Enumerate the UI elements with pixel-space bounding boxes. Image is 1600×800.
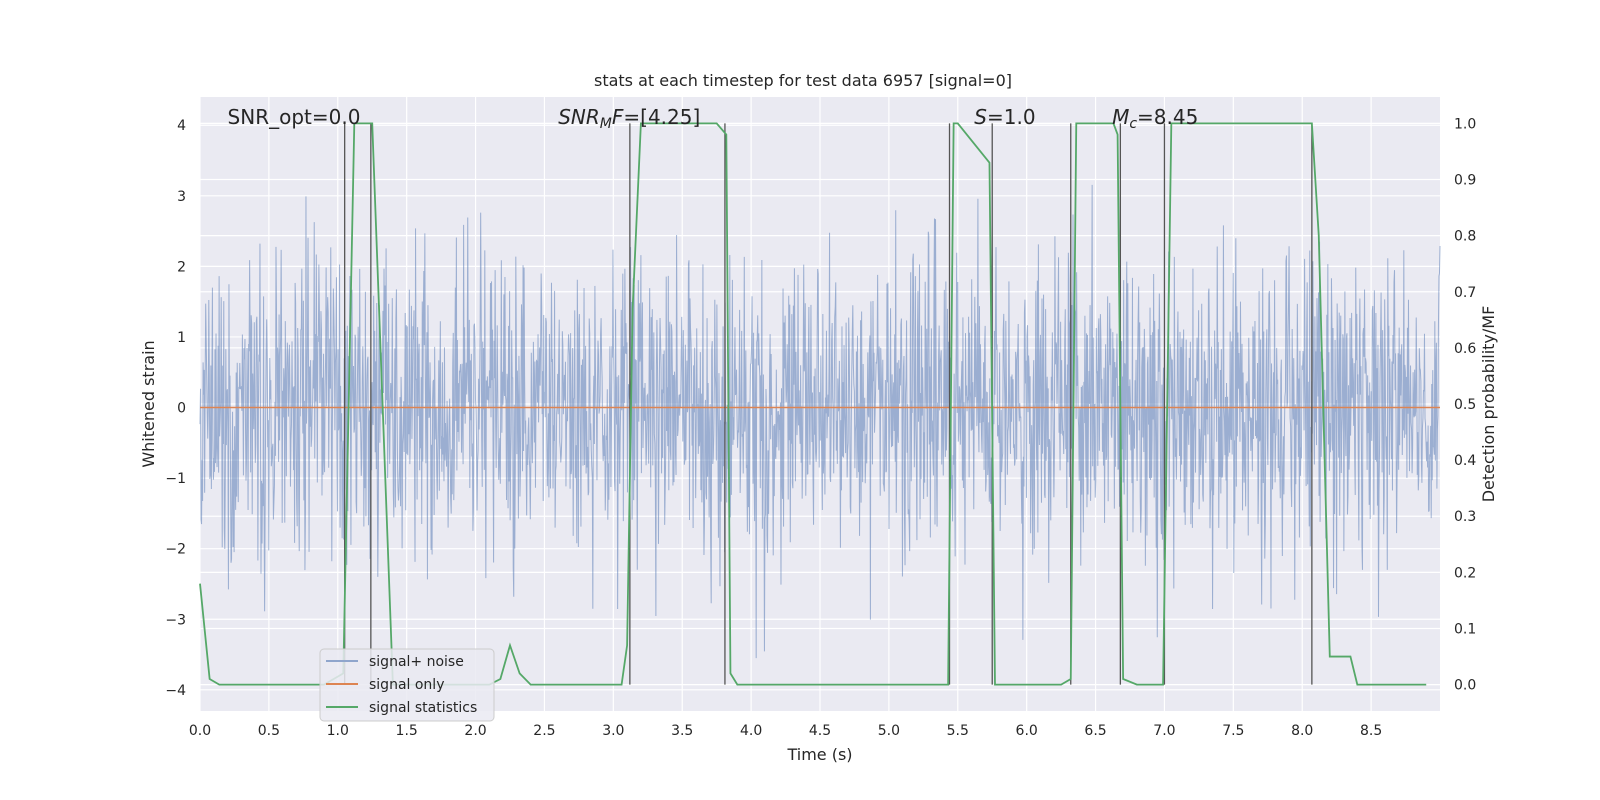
annotation: S=1.0 (974, 105, 1035, 129)
y-right-tick-label: 0.4 (1454, 453, 1476, 469)
y-tick-label: −3 (165, 612, 186, 628)
y-right-tick-label: 1.0 (1454, 116, 1476, 132)
legend: signal+ noise signal only signal statist… (319, 648, 495, 722)
y-right-tick-label: 0.5 (1454, 397, 1476, 413)
x-tick-labels: 0.0 0.5 1.0 1.5 2.0 2.5 3.0 3.5 4.0 4.5 5.0 5.5 6.0 6… (189, 723, 1382, 739)
y-right-tick-label: 0.3 (1454, 509, 1476, 525)
legend-label-signal-plus-noise: signal+ noise (369, 654, 464, 670)
y-axis-label: Whitened strain (139, 340, 158, 467)
y-tick-label: −4 (165, 683, 186, 699)
x-tick-label: 8.5 (1360, 723, 1382, 739)
y-right-tick-label: 0.9 (1454, 173, 1476, 189)
y-tick-label: 4 (177, 118, 186, 134)
y-right-tick-label: 0.1 (1454, 621, 1476, 637)
noise-trace-line (199, 184, 1441, 659)
x-tick-label: 7.0 (1153, 723, 1175, 739)
x-tick-label: 8.0 (1291, 723, 1313, 739)
x-tick-label: 3.5 (671, 723, 693, 739)
y-right-axis-label: Detection probability/MF (1479, 306, 1498, 503)
y-tick-label: 1 (177, 330, 186, 346)
y-tick-labels: 4 3 2 1 0 −1 −2 −3 −4 (165, 118, 186, 699)
x-tick-label: 2.0 (464, 723, 486, 739)
x-tick-label: 0.0 (189, 723, 211, 739)
annotation-part: S (974, 105, 987, 129)
annotations: SNR_opt=0.0 SNRMF=[4.25] S=1.0 Mc=8.45 (228, 105, 1199, 132)
legend-box (319, 648, 495, 722)
x-tick-label: 3.0 (602, 723, 624, 739)
annotation: SNRMF=[4.25] (558, 105, 700, 132)
x-tick-label: 5.5 (947, 723, 969, 739)
y-right-tick-label: 0.0 (1454, 678, 1476, 694)
y-right-tick-labels: 1.0 0.9 0.8 0.7 0.6 0.5 0.4 0.3 0.2 0.1 0.0 (1454, 116, 1476, 693)
annotation-part: M (1112, 105, 1129, 129)
y-right-tick-label: 0.8 (1454, 229, 1476, 245)
y-tick-label: 3 (177, 189, 186, 205)
x-tick-label: 1.0 (327, 723, 349, 739)
y-right-tick-label: 0.7 (1454, 285, 1476, 301)
annotation-part: c (1129, 116, 1137, 132)
x-tick-label: 5.0 (878, 723, 900, 739)
annotation-part: =1.0 (987, 105, 1036, 129)
x-tick-label: 1.5 (396, 723, 418, 739)
annotation-part: SNR (558, 105, 600, 129)
annotation: Mc=8.45 (1112, 105, 1198, 132)
x-tick-label: 4.5 (809, 723, 831, 739)
x-tick-label: 2.5 (533, 723, 555, 739)
chart-title: stats at each timestep for test data 695… (594, 71, 1012, 90)
x-axis-label: Time (s) (786, 745, 852, 764)
y-tick-label: −1 (165, 471, 186, 487)
y-tick-label: −2 (165, 542, 186, 558)
y-right-tick-label: 0.2 (1454, 565, 1476, 581)
legend-label-signal-only: signal only (369, 677, 444, 693)
x-tick-label: 6.5 (1084, 723, 1106, 739)
plot-area (199, 97, 1441, 711)
y-right-tick-label: 0.6 (1454, 341, 1476, 357)
x-tick-label: 4.0 (740, 723, 762, 739)
annotation: SNR_opt=0.0 (228, 105, 361, 129)
y-tick-label: 0 (177, 401, 186, 417)
annotation-part: =8.45 (1137, 105, 1198, 129)
x-tick-label: 0.5 (258, 723, 280, 739)
x-tick-label: 7.5 (1222, 723, 1244, 739)
series-signal-plus-noise (199, 184, 1441, 659)
annotation-part: M (600, 116, 612, 132)
legend-label-signal-statistics: signal statistics (369, 700, 477, 716)
y-tick-label: 2 (177, 259, 186, 275)
annotation-part: F (612, 105, 624, 129)
x-tick-label: 6.0 (1016, 723, 1038, 739)
annotation-part: =[4.25] (623, 105, 700, 129)
